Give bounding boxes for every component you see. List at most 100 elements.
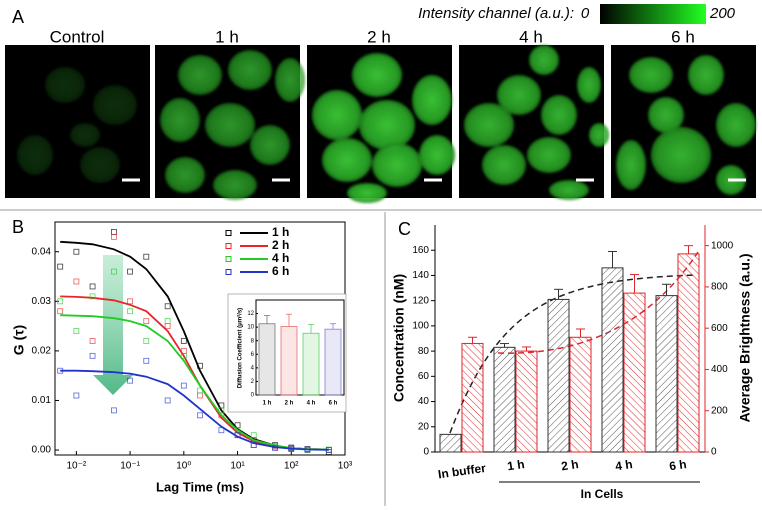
group-label: In Cells: [581, 487, 624, 501]
bar: [547, 298, 570, 453]
bar: [601, 267, 624, 453]
cell: [541, 95, 577, 135]
data-point: [143, 357, 150, 364]
data-point: [89, 352, 96, 359]
y-tick-label: 0.00: [32, 445, 52, 456]
bar: [280, 326, 298, 396]
legend-label: 2 h: [272, 238, 289, 252]
y-tick-label: 8: [251, 338, 255, 344]
panel-label: B: [12, 217, 24, 237]
data-point: [57, 298, 64, 305]
data-point: [250, 432, 257, 439]
cell: [529, 45, 559, 75]
cell: [549, 180, 589, 200]
cell: [347, 183, 387, 203]
x-tick-label: 4 h: [614, 457, 633, 473]
y-tick-label: 10: [247, 325, 254, 331]
cell: [250, 125, 290, 165]
inset-box: [227, 293, 347, 413]
y-tick-label: 120: [412, 295, 429, 306]
x-tick-label: 6 h: [329, 401, 338, 407]
data-point: [180, 352, 187, 359]
data-point: [164, 397, 171, 404]
x-tick-label: 10²: [284, 461, 299, 472]
y-tick-label: 2: [251, 379, 255, 385]
image-title: 4 h: [519, 27, 543, 46]
data-point: [111, 233, 117, 240]
data-point: [73, 248, 80, 255]
data-point: [127, 298, 134, 305]
data-point: [127, 268, 134, 275]
bar: [258, 323, 276, 396]
cells: [312, 53, 455, 203]
y-tick-label: 60: [418, 371, 430, 382]
cell: [648, 97, 684, 133]
cell: [412, 75, 452, 125]
y-axis-label: G (τ): [11, 325, 27, 355]
colorbar: [600, 4, 706, 24]
data-point: [164, 318, 171, 325]
colorbar-max: 200: [709, 5, 736, 22]
y2-tick-label: 600: [711, 323, 728, 334]
x-tick-label: 2 h: [285, 401, 294, 407]
bar: [324, 328, 342, 396]
trend-arrow: [93, 255, 133, 395]
cell: [322, 138, 372, 182]
cells: [464, 45, 609, 200]
data-point: [73, 392, 80, 399]
data-point: [89, 283, 96, 290]
cell: [629, 57, 673, 93]
cell: [482, 145, 526, 185]
data-point: [197, 412, 203, 419]
cell: [93, 85, 137, 125]
image-title: 6 h: [671, 27, 695, 46]
x-tick-label: 4 h: [307, 401, 316, 407]
bar: [515, 350, 538, 453]
data-point: [180, 338, 187, 344]
legend-marker: [225, 243, 232, 249]
y2-tick-label: 400: [711, 364, 728, 375]
bar: [569, 336, 592, 453]
cell: [616, 140, 646, 190]
data-point: [127, 308, 134, 315]
cell: [45, 67, 85, 103]
x-tick-label: 10⁰: [176, 461, 191, 472]
cell: [419, 135, 455, 175]
cell: [80, 147, 120, 183]
cell: [589, 123, 609, 147]
cell: [205, 103, 255, 147]
colorbar-min: 0: [581, 5, 590, 22]
bar: [439, 433, 462, 453]
data-point: [143, 338, 150, 344]
cell: [651, 127, 711, 183]
data-point: [143, 253, 150, 260]
y-axis-label: Concentration (nM): [391, 274, 407, 402]
micrograph: [5, 45, 150, 198]
y-tick-label: 160: [412, 245, 429, 256]
y-tick-label: 12: [247, 311, 254, 317]
x-tick-label: 10³: [338, 461, 353, 472]
cell: [228, 50, 272, 90]
bar: [493, 346, 516, 453]
legend-marker: [225, 256, 232, 262]
panel-label: C: [398, 219, 411, 239]
cell: [178, 55, 222, 95]
y-tick-label: 100: [412, 321, 429, 332]
y-axis-label: Diffusion Coefficient (μm²/s): [237, 308, 244, 388]
legend-label: 6 h: [272, 264, 289, 278]
data-point: [89, 293, 96, 300]
cell: [527, 137, 571, 173]
data-point: [197, 392, 203, 399]
x-tick-label: 2 h: [560, 457, 579, 473]
data-point: [111, 229, 117, 235]
data-point: [111, 268, 117, 275]
y-tick-label: 140: [412, 270, 429, 281]
data-point: [164, 303, 171, 310]
y-tick-label: 0.03: [32, 296, 52, 307]
y-tick-label: 0: [251, 393, 255, 399]
cell: [275, 58, 305, 102]
data-point: [73, 278, 80, 285]
inset-frame: [255, 299, 345, 396]
cell: [160, 98, 200, 142]
y-tick-label: 80: [418, 346, 430, 357]
